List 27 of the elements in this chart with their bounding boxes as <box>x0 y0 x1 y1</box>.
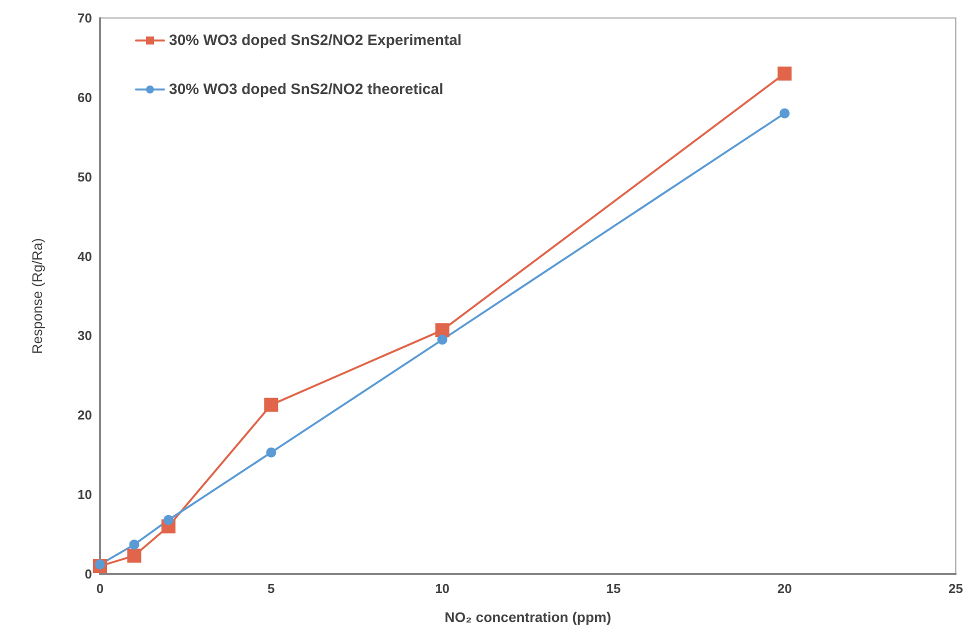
point <box>778 66 792 81</box>
point <box>129 540 140 550</box>
x-tick-label: 0 <box>96 581 104 596</box>
x-tick-label: 25 <box>948 581 964 596</box>
point <box>435 323 450 338</box>
x-axis-title: NO₂ concentration (ppm) <box>444 609 612 625</box>
y-tick-label: 40 <box>78 248 92 264</box>
y-tick-label: 20 <box>78 408 92 423</box>
point <box>163 514 174 525</box>
x-tick-label: 20 <box>777 581 792 596</box>
y-tick-label: 10 <box>78 487 92 502</box>
y-tick-label: 60 <box>78 90 92 105</box>
y-tick-label: 50 <box>78 169 92 184</box>
point <box>437 334 448 345</box>
y-axis-title: Response (Rg/Ra) <box>29 238 45 354</box>
point <box>264 398 278 412</box>
x-tick-label: 5 <box>268 581 275 596</box>
legend-label: 30% WO3 doped SnS2/NO2 theoretical <box>169 81 444 98</box>
point <box>780 108 790 118</box>
point <box>266 447 276 458</box>
x-tick-label: 10 <box>435 581 450 596</box>
y-tick-label: 0 <box>84 566 92 582</box>
legend-label: 30% WO3 doped SnS2/NO2 Experimental <box>169 32 462 49</box>
point <box>127 548 142 563</box>
y-tick-label: 30 <box>78 328 92 344</box>
x-tick-label: 15 <box>606 581 621 596</box>
y-tick-label: 70 <box>78 10 92 26</box>
